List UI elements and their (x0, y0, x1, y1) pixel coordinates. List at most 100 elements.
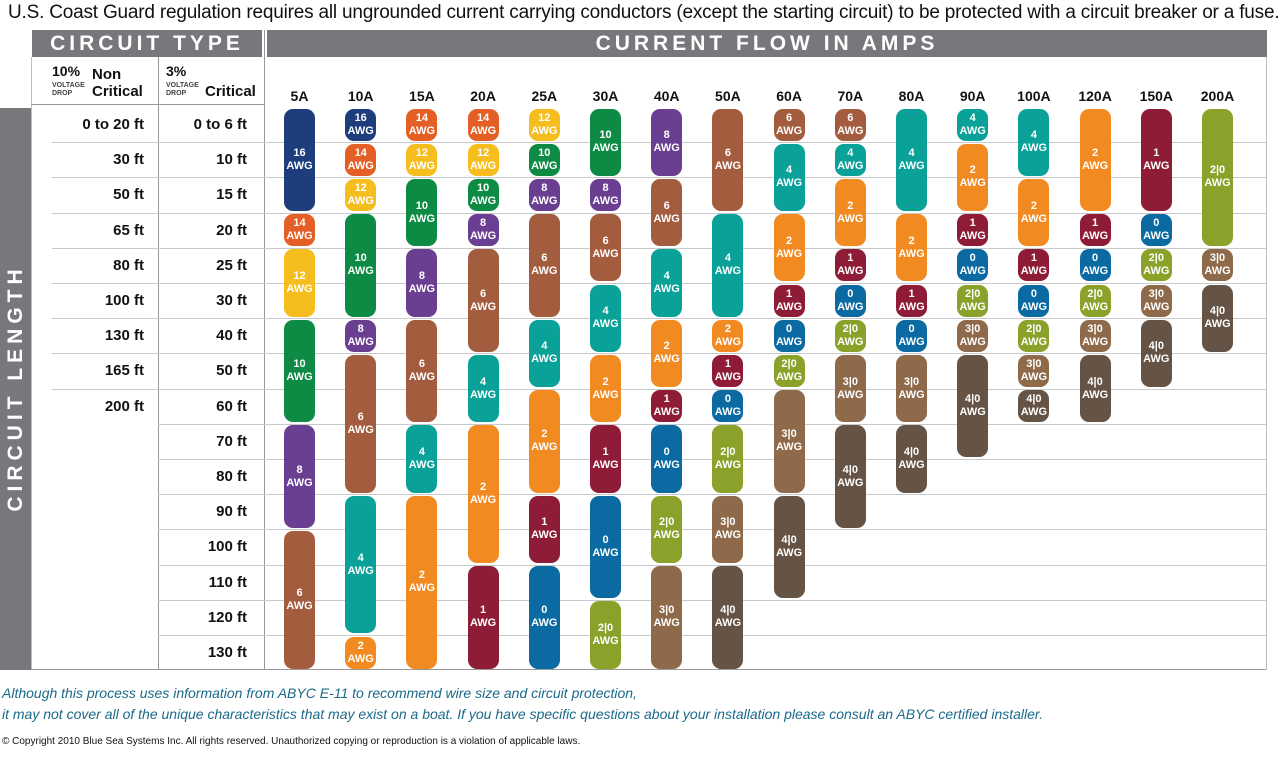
gauge-unit: AWG (653, 353, 680, 366)
gauge-unit: AWG (1204, 318, 1231, 331)
row-separator (158, 635, 1266, 636)
wire-gauge-cell: 1 AWG (528, 495, 560, 564)
gauge-number: 4|0 (1087, 375, 1103, 388)
gauge-number: 4|0 (1209, 305, 1226, 318)
row-label-non-critical: 65 ft (113, 221, 144, 239)
wire-gauge-cell: 2|0 AWG (651, 495, 683, 564)
gauge-unit: AWG (1204, 265, 1231, 278)
gauge-unit: AWG (531, 617, 558, 630)
gauge-number: 2 (1092, 146, 1099, 159)
gauge-unit: AWG (286, 159, 313, 172)
gauge-unit: AWG (286, 599, 313, 612)
gauge-unit: AWG (714, 458, 742, 471)
gauge-number: 2|0 (720, 445, 736, 458)
gauge-unit: AWG (592, 318, 619, 331)
row-separator (158, 529, 1266, 530)
wire-gauge-cell: 2|0 AWG (590, 601, 621, 669)
gauge-unit: AWG (775, 335, 803, 348)
wire-gauge-cell: 6 AWG (773, 108, 805, 141)
wire-gauge-cell: 2|0 AWG (1202, 108, 1233, 247)
gauge-unit: AWG (775, 370, 803, 383)
gauge-number: 12 (415, 146, 429, 159)
gauge-unit: AWG (592, 634, 619, 647)
wire-gauge-cell: 0 AWG (773, 319, 805, 352)
gauge-unit: AWG (775, 124, 803, 137)
gauge-unit: AWG (1081, 159, 1109, 172)
amp-label: 30A (592, 88, 619, 104)
row-label-critical: 30 ft (216, 292, 247, 309)
gauge-number: 6 (296, 586, 303, 599)
gauge-number: 1 (541, 516, 548, 529)
gauge-unit: AWG (592, 142, 619, 155)
gauge-number: 2 (786, 234, 793, 247)
gauge-number: 1 (786, 287, 793, 300)
gauge-number: 16 (354, 111, 367, 124)
wire-gauge-cell: 2|0 AWG (957, 284, 989, 317)
wire-gauge-cell: 4|0 AWG (1202, 284, 1233, 352)
wire-gauge-cell: 12 AWG (528, 108, 560, 141)
gauge-unit: AWG (531, 159, 558, 172)
gauge-unit: AWG (775, 441, 803, 454)
gauge-unit: AWG (1020, 406, 1048, 419)
amp-label: 5A (290, 88, 309, 104)
gauge-number: 6 (357, 410, 364, 423)
wire-gauge-cell: 6 AWG (712, 108, 744, 212)
gauge-unit: AWG (653, 529, 680, 542)
gauge-number: 0 (663, 445, 670, 458)
wire-gauge-cell: 0 AWG (1140, 214, 1172, 247)
gauge-unit: AWG (469, 159, 497, 172)
gauge-unit: AWG (714, 529, 742, 542)
gauge-number: 4 (663, 269, 670, 282)
gauge-unit: AWG (959, 335, 986, 348)
wire-gauge-cell: 8 AWG (284, 425, 315, 528)
wire-gauge-cell: 8 AWG (528, 178, 560, 212)
gauge-number: 1 (1092, 217, 1099, 230)
gauge-unit: AWG (1143, 265, 1170, 278)
wire-gauge-cell: 1 AWG (896, 284, 927, 317)
amp-label: 25A (531, 88, 558, 104)
gauge-unit: AWG (898, 458, 925, 471)
gauge-number: 4 (602, 305, 609, 318)
gauge-number: 14 (415, 111, 429, 124)
gauge-unit: AWG (837, 300, 864, 313)
gauge-number: 4 (357, 551, 364, 564)
wire-gauge-cell: 0 AWG (651, 425, 683, 493)
critical-voltage-label: VOLTAGE (166, 82, 199, 89)
wire-gauge-cell: 6 AWG (834, 108, 866, 141)
gauge-unit: AWG (531, 124, 558, 137)
row-separator (52, 177, 1266, 178)
gauge-unit: AWG (347, 423, 374, 436)
gauge-number: 6 (480, 287, 487, 300)
gauge-unit: AWG (653, 142, 680, 155)
gauge-unit: AWG (1081, 300, 1109, 313)
wire-gauge-cell: 3|0 AWG (957, 319, 989, 352)
row-label-critical: 10 ft (216, 151, 247, 169)
divider-critical (264, 30, 265, 670)
gauge-unit: AWG (837, 159, 864, 172)
gauge-number: 0 (908, 322, 915, 335)
gauge-unit: AWG (837, 212, 864, 225)
gauge-number: 4|0 (903, 445, 920, 458)
gauge-unit: AWG (959, 265, 986, 278)
row-label-critical: 20 ft (216, 221, 247, 239)
amp-label: 40A (653, 88, 680, 104)
gauge-number: 4 (724, 252, 731, 265)
gauge-unit: AWG (959, 230, 986, 243)
amp-label: 10A (347, 88, 374, 104)
gauge-unit: AWG (714, 265, 742, 278)
footnote-line-2: it may not cover all of the unique chara… (2, 706, 1043, 722)
non-critical-voltage-label: VOLTAGE (52, 82, 85, 89)
amp-label: 150A (1139, 88, 1174, 104)
gauge-unit: AWG (347, 194, 374, 207)
gauge-unit: AWG (1020, 142, 1048, 155)
gauge-unit: AWG (775, 546, 803, 559)
gauge-number: 2|0 (1209, 164, 1226, 177)
wire-gauge-cell: 2 AWG (834, 178, 866, 247)
gauge-unit: AWG (775, 177, 803, 190)
wire-gauge-cell: 4|0 AWG (773, 495, 805, 599)
gauge-unit: AWG (347, 652, 374, 665)
gauge-number: 0 (724, 393, 731, 406)
wire-gauge-cell: 1 AWG (834, 249, 866, 282)
gauge-number: 6 (724, 146, 731, 159)
gauge-number: 0 (602, 533, 609, 546)
